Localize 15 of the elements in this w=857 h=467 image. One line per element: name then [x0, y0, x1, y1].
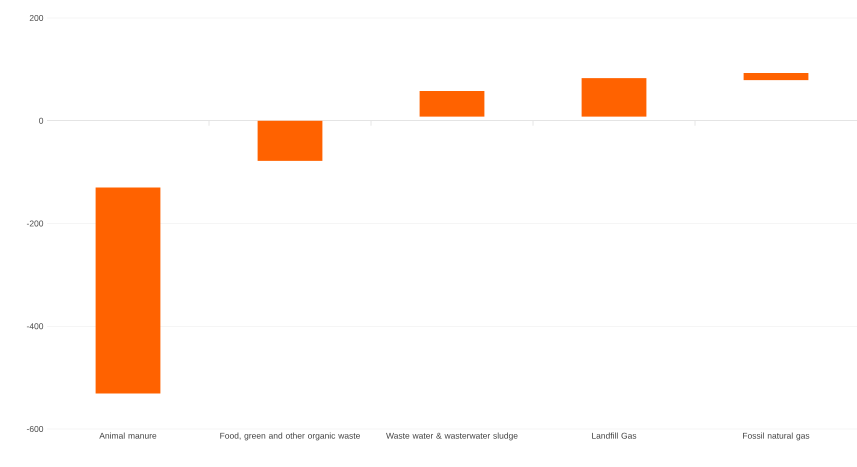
y-tick-label: 200	[30, 15, 44, 21]
bar	[420, 90, 484, 117]
x-tick-label: Fossil natural gas	[743, 432, 810, 440]
y-tick-label: 0	[39, 118, 44, 124]
bar	[258, 120, 322, 161]
x-tick-label: Landfill Gas	[592, 432, 636, 439]
bar	[96, 188, 160, 394]
y-tick-label: -600	[26, 426, 44, 432]
x-tick-label: Animal manure	[99, 432, 156, 439]
y-tick-label: -400	[26, 323, 44, 330]
bar	[744, 72, 808, 80]
bar	[582, 78, 646, 117]
x-tick-label: Food, green and other organic waste	[220, 432, 360, 440]
y-tick-label: -200	[26, 220, 44, 226]
x-tick-label: Waste water & wasterwater sludge	[386, 432, 518, 440]
